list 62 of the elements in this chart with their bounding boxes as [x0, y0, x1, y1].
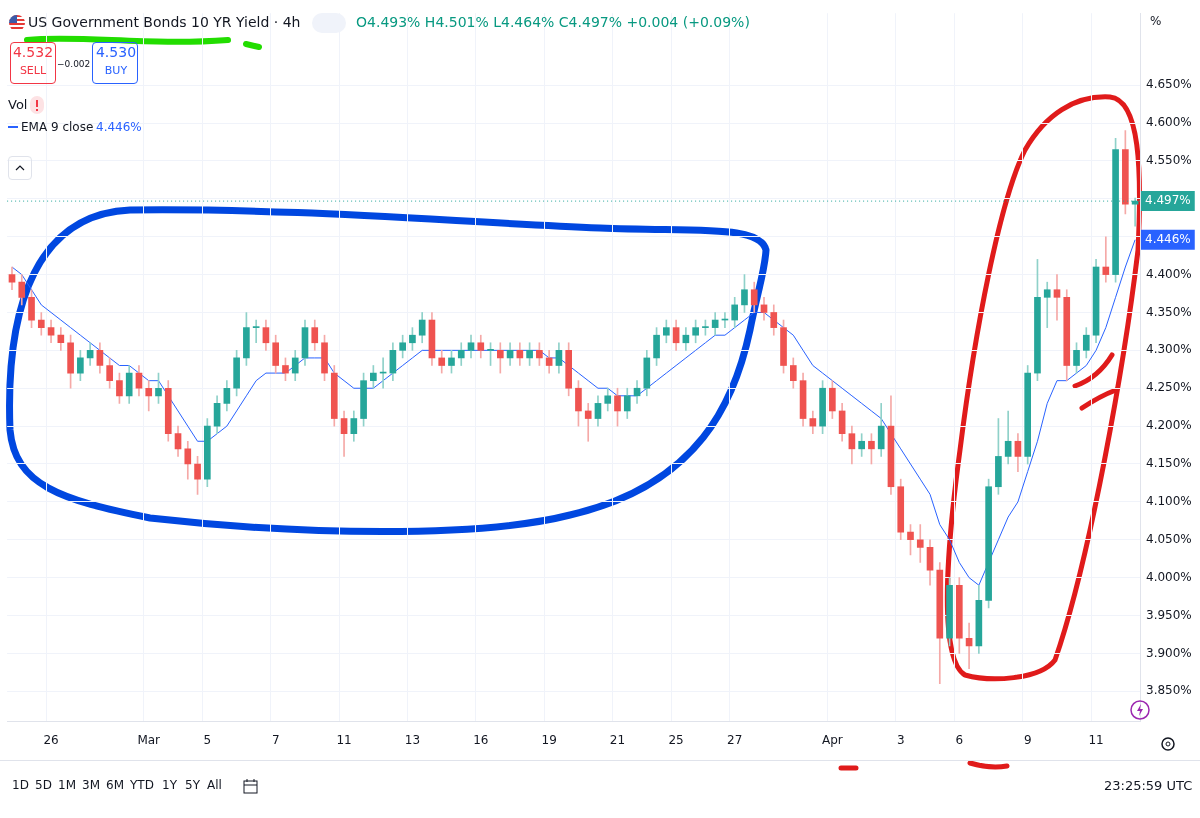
x-tick-label: 13 [404, 732, 421, 747]
legend-label: EMA 9 close [20, 120, 94, 134]
candlestick [1043, 281, 1051, 328]
text: 1D [12, 778, 29, 792]
y-tick-label: 3.850% [1146, 683, 1192, 698]
x-tick-label: Mar [137, 732, 161, 747]
text: % [1150, 14, 1162, 28]
text: 6M [106, 778, 124, 792]
data-label: 4.446% [1145, 231, 1191, 246]
x-tick-label: 25 [668, 732, 684, 747]
x-tick-label: 3 [896, 732, 905, 747]
y-tick-label: 4.200% [1146, 418, 1192, 433]
candlestick [145, 380, 153, 412]
candlestick [496, 342, 504, 374]
x-tick-label: Apr [821, 732, 843, 747]
annotation: Vol [8, 97, 28, 112]
text: YTD [130, 778, 154, 792]
annotation: O4.493% H4.501% L4.464% C4.497% +0.004 (+0.09%) [356, 14, 750, 30]
ref-line-label: 4.497% [1145, 193, 1191, 208]
y-tick-label: 4.250% [1146, 380, 1192, 395]
y-tick-label: 4.000% [1146, 569, 1192, 584]
x-tick-label: 16 [473, 732, 489, 747]
candlestick [252, 319, 260, 344]
x-tick-label: 11 [336, 732, 352, 747]
y-tick-label: 4.600% [1146, 115, 1192, 130]
candlestick [916, 524, 924, 563]
x-tick-label: 7 [271, 732, 280, 747]
text: All [207, 778, 222, 792]
chart-title: US Government Bonds 10 YR Yield · 4h [28, 14, 301, 30]
x-tick-label: 21 [609, 732, 626, 747]
y-tick-label: 4.300% [1146, 342, 1192, 357]
x-tick-label: 26 [43, 732, 59, 747]
y-tick-label: 4.100% [1146, 494, 1192, 509]
text: 3M [82, 778, 100, 792]
candlestick [1053, 274, 1061, 321]
y-tick-label: 4.050% [1146, 531, 1192, 546]
candlestick [1102, 236, 1110, 283]
annotation: BUY [103, 64, 129, 77]
y-tick-label: 4.350% [1146, 304, 1192, 319]
x-tick-label: 6 [955, 732, 964, 747]
y-tick-label: 3.950% [1146, 607, 1192, 622]
y-tick-label: 4.150% [1146, 456, 1192, 471]
y-tick-label: 4.400% [1146, 266, 1192, 281]
x-tick-label: 11 [1088, 732, 1104, 747]
y-tick-label: 4.550% [1146, 153, 1192, 168]
x-tick-label: 27 [727, 732, 743, 747]
text: 5Y [185, 778, 200, 792]
text: 1M [58, 778, 76, 792]
annotation: 4.446% [96, 120, 142, 134]
candlestick [584, 403, 592, 442]
y-tick-label: 4.650% [1146, 77, 1192, 92]
y-tick-label: 3.900% [1146, 645, 1192, 660]
annotation: 4.530 [94, 44, 138, 60]
x-tick-label: 5 [203, 732, 212, 747]
annotation: 4.532 [11, 44, 55, 60]
text: 5D [35, 778, 52, 792]
text: 1Y [162, 778, 177, 792]
text: 23:25:59 UTC [1104, 778, 1193, 793]
x-tick-label: 9 [1023, 732, 1032, 747]
x-tick-label: 19 [541, 732, 557, 747]
annotation: SELL [18, 64, 48, 77]
annotation: −0.002 [57, 59, 91, 69]
